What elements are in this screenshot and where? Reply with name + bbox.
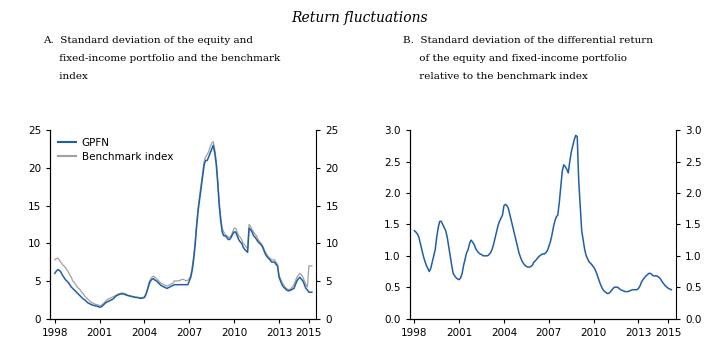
Text: Return fluctuations: Return fluctuations (291, 11, 428, 25)
Text: relative to the benchmark index: relative to the benchmark index (403, 72, 587, 81)
Legend: GPFN, Benchmark index: GPFN, Benchmark index (55, 135, 175, 164)
Text: A.  Standard deviation of the equity and: A. Standard deviation of the equity and (43, 36, 253, 45)
Text: B.  Standard deviation of the differential return: B. Standard deviation of the differentia… (403, 36, 653, 45)
Text: fixed-income portfolio and the benchmark: fixed-income portfolio and the benchmark (43, 54, 280, 63)
Text: of the equity and fixed-income portfolio: of the equity and fixed-income portfolio (403, 54, 627, 63)
Text: index: index (43, 72, 88, 81)
